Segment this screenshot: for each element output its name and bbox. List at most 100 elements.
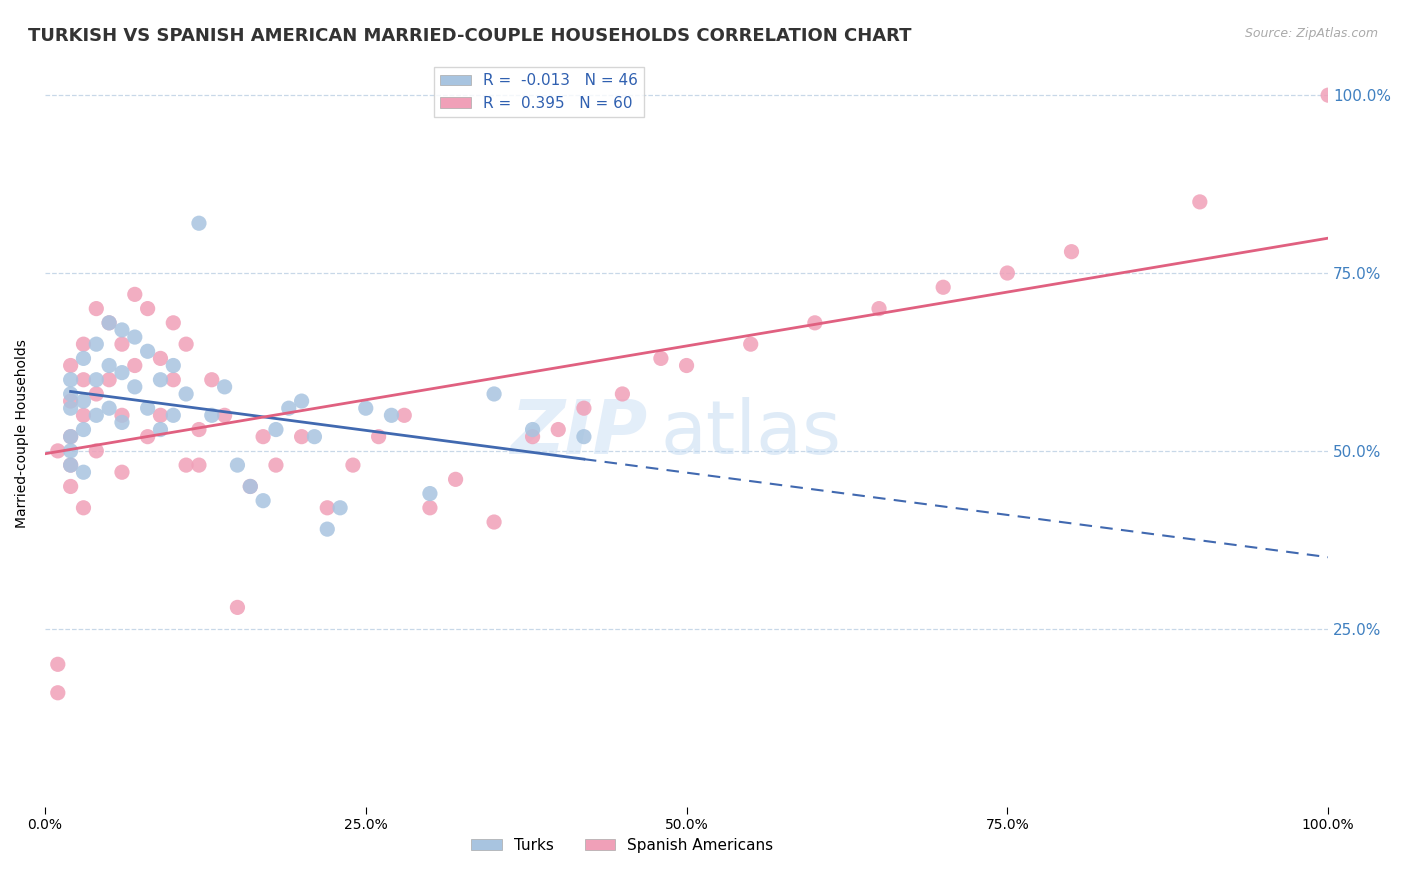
Text: ZIP: ZIP <box>510 397 648 469</box>
Point <box>136 401 159 416</box>
Point <box>72 409 94 423</box>
Point <box>84 387 107 401</box>
Point <box>188 458 211 472</box>
Point <box>1317 88 1340 103</box>
Text: TURKISH VS SPANISH AMERICAN MARRIED-COUPLE HOUSEHOLDS CORRELATION CHART: TURKISH VS SPANISH AMERICAN MARRIED-COUP… <box>28 27 911 45</box>
Point <box>59 430 82 444</box>
Point <box>46 686 69 700</box>
Point <box>162 373 184 387</box>
Point <box>59 479 82 493</box>
Point <box>522 430 544 444</box>
Point <box>98 316 121 330</box>
Point <box>304 430 326 444</box>
Point <box>482 515 505 529</box>
Point <box>252 493 274 508</box>
Point <box>868 301 890 316</box>
Point <box>84 301 107 316</box>
Point <box>482 387 505 401</box>
Point <box>46 443 69 458</box>
Point <box>98 316 121 330</box>
Point <box>162 316 184 330</box>
Point <box>111 323 134 337</box>
Point <box>995 266 1018 280</box>
Point <box>84 409 107 423</box>
Point <box>174 458 197 472</box>
Point <box>72 351 94 366</box>
Point <box>380 409 402 423</box>
Point <box>111 337 134 351</box>
Point <box>124 287 146 301</box>
Point <box>149 373 172 387</box>
Point <box>1188 194 1211 209</box>
Point <box>124 380 146 394</box>
Point <box>59 458 82 472</box>
Point <box>136 344 159 359</box>
Point <box>72 500 94 515</box>
Point <box>650 351 672 366</box>
Point <box>59 359 82 373</box>
Point <box>174 337 197 351</box>
Point <box>59 443 82 458</box>
Text: Source: ZipAtlas.com: Source: ZipAtlas.com <box>1244 27 1378 40</box>
Point <box>214 409 236 423</box>
Point <box>149 351 172 366</box>
Point <box>162 409 184 423</box>
Point <box>239 479 262 493</box>
Point <box>162 359 184 373</box>
Point <box>291 430 314 444</box>
Point <box>72 394 94 409</box>
Point <box>572 401 595 416</box>
Point <box>111 409 134 423</box>
Point <box>72 465 94 479</box>
Point <box>226 458 249 472</box>
Point <box>329 500 352 515</box>
Point <box>675 359 697 373</box>
Point <box>59 373 82 387</box>
Point <box>444 472 467 486</box>
Point <box>804 316 827 330</box>
Point <box>201 409 224 423</box>
Point <box>291 394 314 409</box>
Point <box>316 522 339 536</box>
Point <box>98 359 121 373</box>
Point <box>367 430 389 444</box>
Point <box>98 401 121 416</box>
Point <box>59 387 82 401</box>
Point <box>149 409 172 423</box>
Text: atlas: atlas <box>661 397 842 469</box>
Point <box>354 401 377 416</box>
Point <box>59 430 82 444</box>
Point <box>136 301 159 316</box>
Legend: R =  -0.013   N = 46, R =  0.395   N = 60: R = -0.013 N = 46, R = 0.395 N = 60 <box>434 67 644 117</box>
Point <box>239 479 262 493</box>
Point <box>111 416 134 430</box>
Point <box>72 423 94 437</box>
Point <box>522 423 544 437</box>
Point <box>84 373 107 387</box>
Point <box>572 430 595 444</box>
Point <box>124 359 146 373</box>
Point <box>59 458 82 472</box>
Point <box>149 423 172 437</box>
Point <box>394 409 416 423</box>
Point <box>98 373 121 387</box>
Point <box>612 387 634 401</box>
Point <box>419 500 441 515</box>
Point <box>316 500 339 515</box>
Point <box>59 394 82 409</box>
Point <box>84 337 107 351</box>
Point <box>740 337 762 351</box>
Point <box>264 423 287 437</box>
Point <box>59 401 82 416</box>
Point <box>124 330 146 344</box>
Point <box>342 458 364 472</box>
Y-axis label: Married-couple Households: Married-couple Households <box>15 339 30 527</box>
Point <box>72 373 94 387</box>
Point <box>201 373 224 387</box>
Point <box>111 465 134 479</box>
Point <box>136 430 159 444</box>
Point <box>84 443 107 458</box>
Point <box>46 657 69 672</box>
Point <box>214 380 236 394</box>
Point <box>419 486 441 500</box>
